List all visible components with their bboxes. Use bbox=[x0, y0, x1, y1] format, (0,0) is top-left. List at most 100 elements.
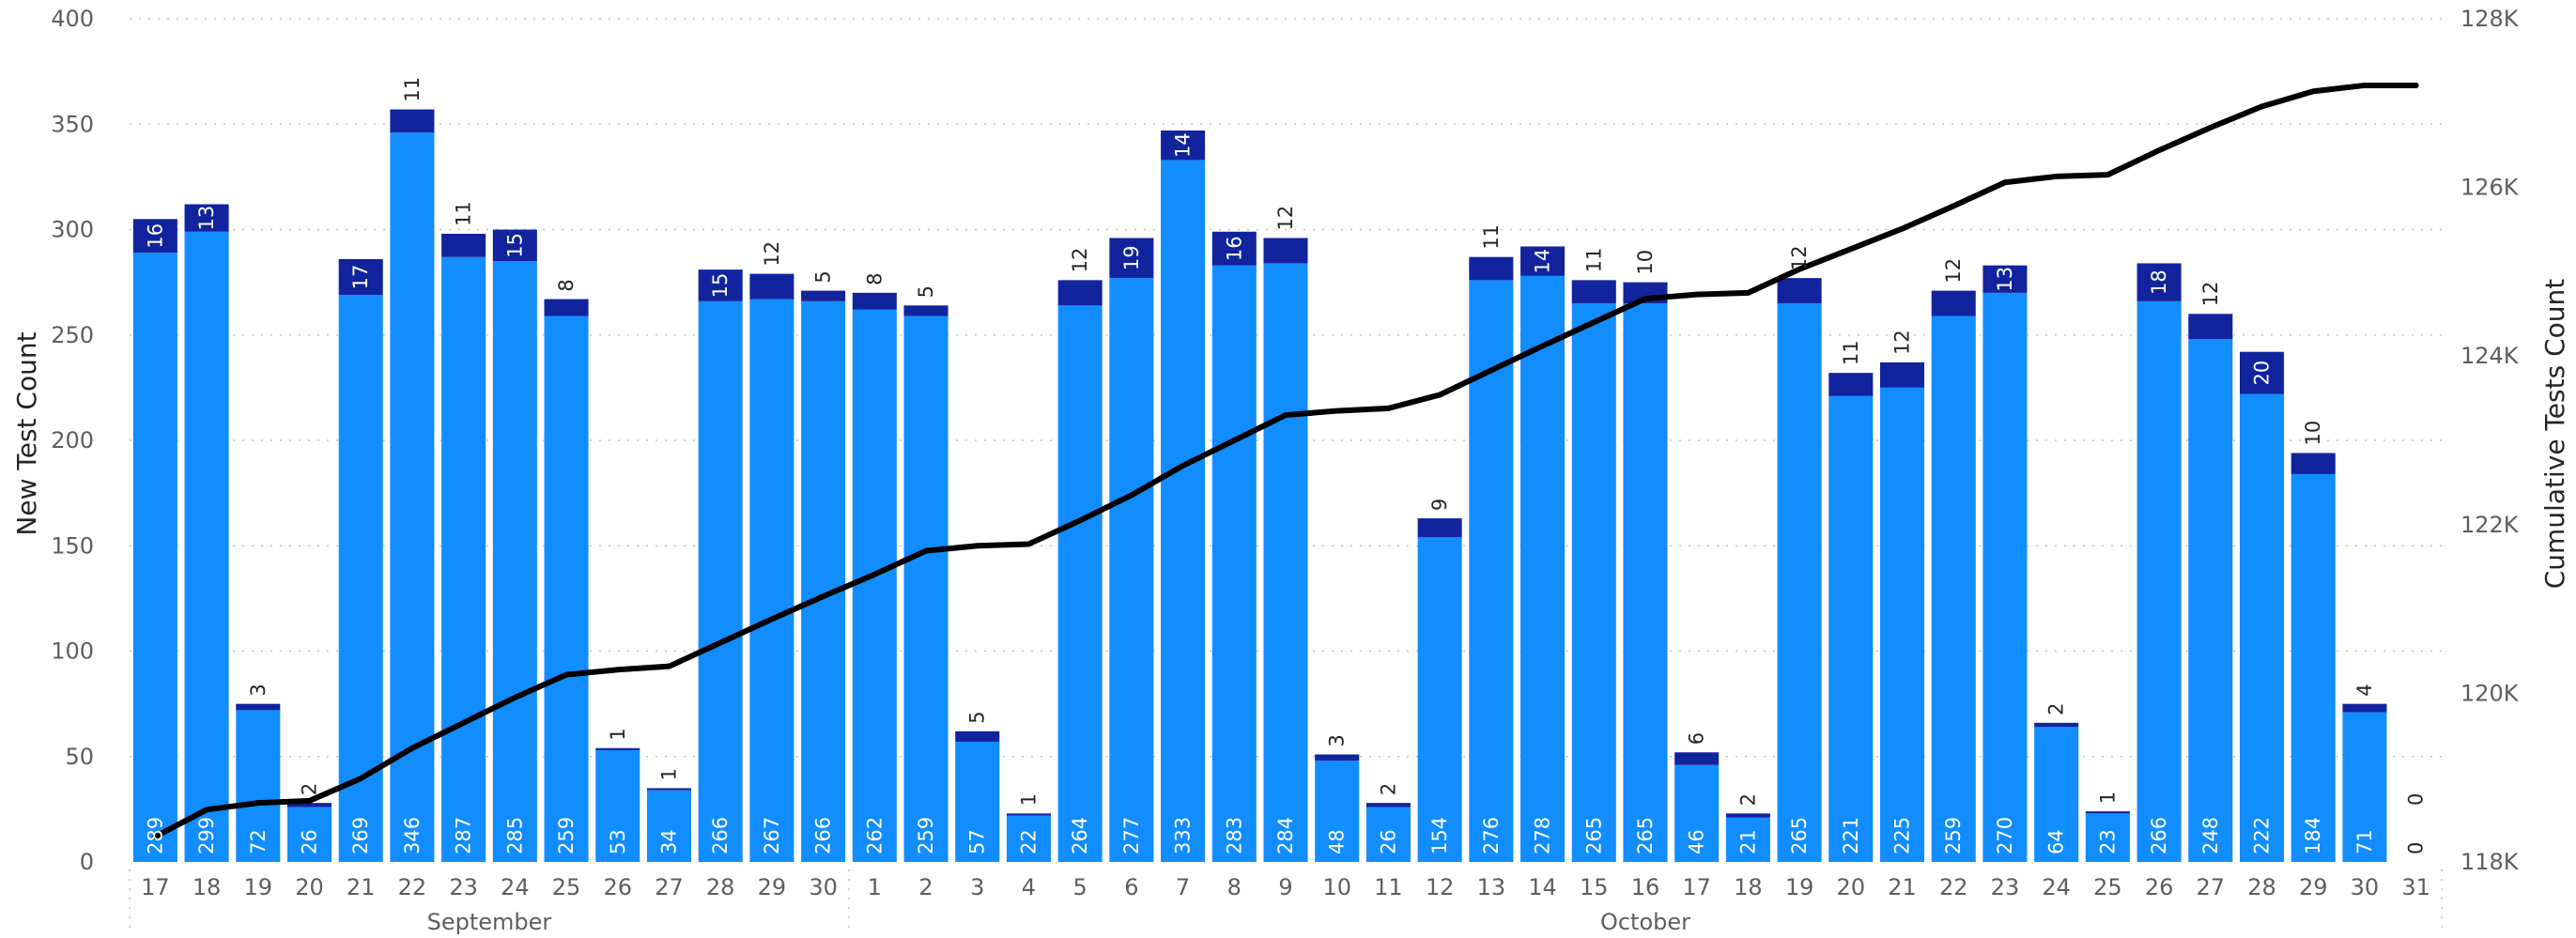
y-tick-label: 250 bbox=[51, 322, 94, 348]
bar-secondary-label: 12 bbox=[761, 241, 783, 267]
bar-secondary-label: 10 bbox=[1634, 250, 1657, 275]
x-tick-label: 24 bbox=[2042, 874, 2071, 900]
bar-secondary bbox=[390, 109, 435, 133]
bar-primary bbox=[2291, 473, 2336, 862]
bar-primary bbox=[749, 299, 794, 863]
bar-primary bbox=[236, 710, 281, 862]
x-tick-label: 27 bbox=[2197, 874, 2226, 900]
bar-secondary bbox=[1057, 280, 1103, 306]
bar-secondary bbox=[1211, 231, 1257, 266]
y-tick-label: 400 bbox=[51, 6, 94, 32]
bar-secondary bbox=[955, 730, 1000, 743]
bar-secondary-label: 2 bbox=[2045, 702, 2068, 715]
bar-secondary bbox=[1263, 238, 1308, 264]
bar-secondary-label: 6 bbox=[1686, 732, 1708, 745]
month-label: October bbox=[1600, 909, 1690, 935]
bar-primary bbox=[1777, 303, 1822, 862]
bar-primary bbox=[1674, 764, 1720, 862]
bar-secondary-label: 2 bbox=[1377, 783, 1399, 795]
bar-primary bbox=[441, 256, 486, 862]
bar-primary bbox=[1520, 275, 1566, 862]
bar-primary-label: 265 bbox=[1582, 817, 1605, 854]
bar-secondary bbox=[749, 273, 794, 300]
bar-secondary-label: 12 bbox=[1274, 206, 1297, 231]
x-tick-label: 29 bbox=[2299, 874, 2328, 900]
bar-primary-label: 48 bbox=[1326, 829, 1349, 854]
axes: 050100150200250300350400118K120K122K124K… bbox=[51, 6, 2520, 935]
bar-secondary-label: 17 bbox=[349, 265, 372, 290]
bar-secondary bbox=[184, 204, 229, 232]
x-tick-label: 18 bbox=[1734, 874, 1763, 900]
bar-primary bbox=[1982, 292, 2028, 863]
bar-secondary bbox=[2239, 351, 2285, 394]
y2-axis-title: Cumulative Tests Count bbox=[2539, 279, 2570, 590]
x-tick-label: 25 bbox=[552, 874, 581, 900]
x-tick-label: 22 bbox=[398, 874, 427, 900]
bar-secondary-label: 16 bbox=[144, 223, 166, 249]
bar-secondary-label: 14 bbox=[1532, 249, 1554, 274]
x-tick-label: 23 bbox=[449, 874, 478, 900]
bar-primary-label: 248 bbox=[2199, 817, 2222, 854]
bar-primary bbox=[903, 315, 949, 862]
bar-primary bbox=[184, 231, 229, 862]
bar-secondary bbox=[852, 292, 897, 310]
bar-secondary bbox=[1365, 803, 1411, 807]
bar-primary bbox=[1006, 815, 1051, 862]
month-label: September bbox=[427, 909, 552, 935]
x-tick-label: 3 bbox=[970, 874, 984, 900]
bar-secondary-label: 18 bbox=[2148, 269, 2170, 295]
bar-secondary bbox=[544, 299, 589, 316]
y2-tick-label: 118K bbox=[2460, 849, 2520, 875]
bar-primary bbox=[801, 300, 846, 863]
bar-primary bbox=[1571, 303, 1616, 862]
bar-primary-label: 46 bbox=[1686, 829, 1708, 854]
bar-secondary-label: 10 bbox=[2302, 421, 2324, 446]
y2-tick-label: 128K bbox=[2460, 6, 2520, 32]
bar-primary bbox=[1880, 387, 1925, 862]
bar-primary bbox=[2034, 727, 2079, 862]
bar-primary bbox=[698, 300, 743, 863]
x-tick-label: 17 bbox=[1682, 874, 1711, 900]
bar-secondary bbox=[2136, 263, 2182, 301]
x-tick-label: 31 bbox=[2401, 874, 2430, 900]
bar-primary-label: 0 bbox=[2405, 842, 2428, 854]
bar-primary-label: 225 bbox=[1891, 817, 1914, 854]
bar-secondary-label: 5 bbox=[966, 711, 989, 723]
bar-secondary bbox=[595, 747, 640, 751]
bar-primary bbox=[2239, 393, 2285, 862]
bar-secondary-label: 1 bbox=[657, 768, 680, 780]
bar-primary-label: 184 bbox=[2302, 817, 2324, 854]
bar-secondary bbox=[646, 788, 691, 791]
x-tick-label: 20 bbox=[295, 874, 324, 900]
bar-secondary bbox=[1520, 246, 1566, 276]
y2-tick-label: 126K bbox=[2460, 175, 2520, 201]
bar-secondary-label: 5 bbox=[812, 270, 835, 283]
bar-primary-label: 287 bbox=[453, 817, 475, 854]
x-tick-label: 28 bbox=[2247, 874, 2276, 900]
bar-secondary-label: 8 bbox=[555, 279, 578, 291]
bar-secondary bbox=[132, 219, 177, 254]
bar-secondary bbox=[2085, 811, 2130, 814]
bar-secondary bbox=[441, 233, 486, 257]
bar-primary-label: 34 bbox=[657, 829, 680, 854]
x-tick-label: 26 bbox=[2145, 874, 2174, 900]
bar-secondary bbox=[1469, 256, 1514, 281]
bar-secondary-label: 4 bbox=[2353, 684, 2376, 696]
bar-secondary-label: 11 bbox=[1840, 340, 1862, 365]
x-tick-label: 21 bbox=[1888, 874, 1917, 900]
bar-primary-label: 259 bbox=[1942, 817, 1965, 854]
bar-primary bbox=[1315, 761, 1360, 862]
bar-secondary-label: 1 bbox=[2096, 792, 2119, 804]
bar-secondary-label: 16 bbox=[1223, 236, 1245, 261]
bar-primary-label: 265 bbox=[1788, 817, 1811, 854]
bar-secondary bbox=[1417, 518, 1462, 538]
x-tick-label: 4 bbox=[1022, 874, 1036, 900]
bar-secondary bbox=[286, 803, 332, 807]
bar-primary bbox=[955, 742, 1000, 862]
bar-secondary bbox=[1828, 373, 1874, 396]
y-tick-label: 50 bbox=[65, 744, 94, 770]
x-tick-label: 30 bbox=[809, 874, 838, 900]
bar-primary-label: 289 bbox=[144, 817, 166, 854]
x-tick-label: 14 bbox=[1528, 874, 1557, 900]
bar-secondary-label: 3 bbox=[247, 684, 270, 696]
